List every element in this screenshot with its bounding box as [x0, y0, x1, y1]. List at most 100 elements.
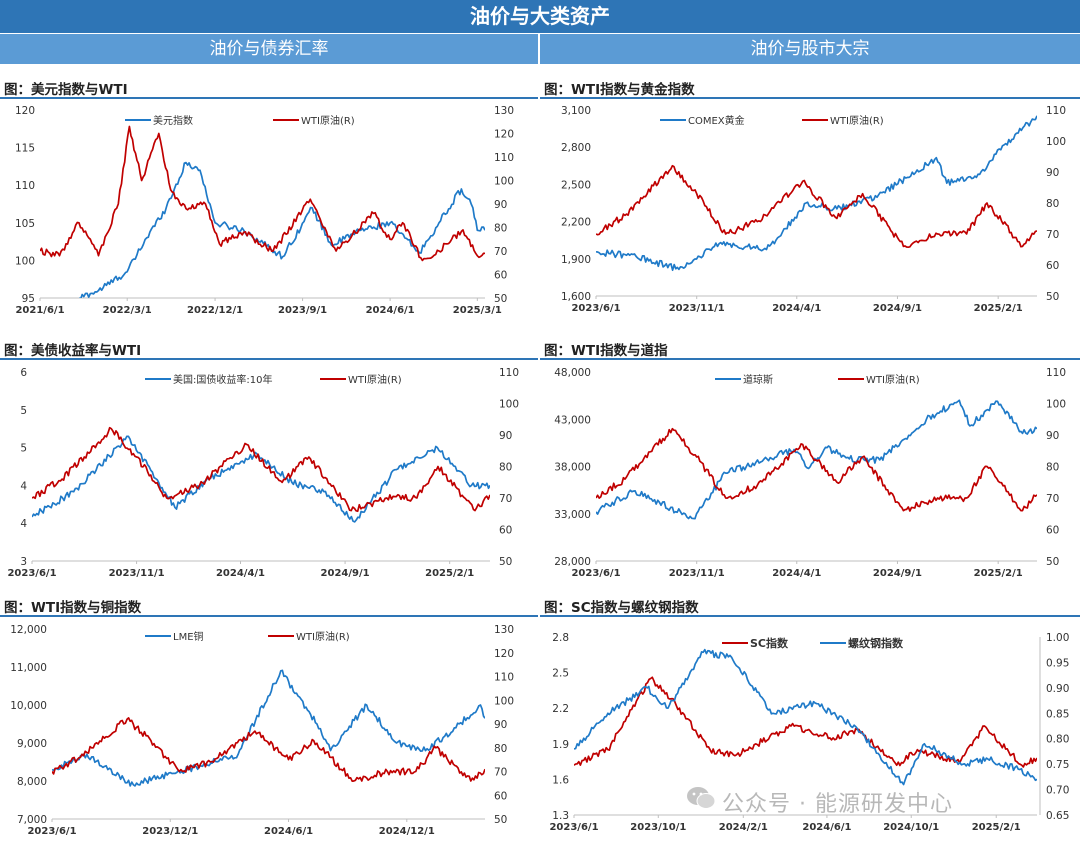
y-left-tick-label: 3,100 — [561, 105, 591, 117]
x-tick-label: 2025/2/1 — [972, 822, 1021, 833]
x-tick-label: 2022/12/1 — [187, 305, 243, 316]
chart-title: 图：SC指数与螺纹钢指数 — [544, 600, 699, 616]
y-left-tick-label: 28,000 — [554, 556, 591, 568]
x-tick-label: 2024/4/1 — [216, 568, 265, 579]
y-right-tick-label: 50 — [1046, 291, 1059, 303]
y-left-tick-label: 2,200 — [561, 217, 591, 229]
y-left-tick-label: 1,600 — [561, 291, 591, 303]
x-tick-label: 2023/10/1 — [630, 822, 686, 833]
chart-panel-ust-wti: 图：美债收益率与WTI 2023/6/1 2023/11/1 2024/4/1 202… — [0, 339, 538, 584]
x-tick-label: 2024/4/1 — [772, 568, 821, 579]
x-tick-label: 2023/6/1 — [549, 822, 598, 833]
y-right-tick-label: 80 — [1046, 462, 1059, 474]
y-left-tick-label: 2.5 — [552, 668, 569, 680]
legend-label: WTI原油(R) — [348, 373, 402, 386]
y-right-tick-label: 50 — [494, 814, 507, 826]
title-rule — [540, 97, 1080, 99]
y-right-tick-label: 0.95 — [1046, 657, 1069, 669]
title-rule — [0, 97, 538, 99]
y-right-tick-label: 100 — [1046, 136, 1066, 148]
x-tick-label: 2024/6/1 — [802, 822, 851, 833]
x-tick-label: 2023/9/1 — [278, 305, 327, 316]
wechat-icon — [687, 787, 716, 809]
y-left-tick-label: 1.6 — [552, 774, 569, 786]
y-right-tick-label: 60 — [1046, 260, 1059, 272]
y-right-tick-label: 80 — [494, 743, 507, 755]
legend-label: 美元指数 — [153, 114, 193, 127]
y-right-tick-label: 70 — [499, 493, 512, 505]
y-right-tick-label: 0.70 — [1046, 785, 1069, 797]
x-tick-label: 2021/6/1 — [15, 305, 64, 316]
x-tick-label: 2023/11/1 — [669, 568, 725, 579]
y-left-tick-label: 100 — [15, 255, 35, 267]
y-left-tick-label: 43,000 — [554, 414, 591, 426]
line-chart: 2023/6/1 2023/11/1 2024/4/1 2024/9/1 2025/2/… — [554, 367, 1066, 579]
x-tick-label: 2025/2/1 — [425, 568, 474, 579]
y-left-tick-label: 9,000 — [17, 738, 47, 750]
x-tick-label: 2024/9/1 — [873, 303, 922, 314]
x-tick-label: 2024/6/1 — [366, 305, 415, 316]
y-right-tick-label: 70 — [1046, 493, 1059, 505]
chart-panel-usd-wti: 图：美元指数与WTI 2021/6/1 2022/3/1 2022/12/1 2023… — [0, 78, 538, 328]
chart-title: 图：美债收益率与WTI — [4, 343, 142, 359]
y-left-tick-label: 5 — [20, 443, 27, 455]
x-tick-label: 2025/3/1 — [453, 305, 502, 316]
chart-panel-sc-rebar: 图：SC指数与螺纹钢指数 2023/6/1 2023/10/1 2024/2/1 20… — [540, 596, 1080, 845]
y-left-tick-label: 2.2 — [552, 703, 569, 715]
y-right-tick-label: 0.85 — [1046, 708, 1069, 720]
line-chart: 2023/6/1 2023/12/1 2024/6/1 2024/12/1 7,000 8… — [10, 624, 514, 837]
x-tick-label: 2023/6/1 — [7, 568, 56, 579]
y-right-tick-label: 1.00 — [1046, 632, 1069, 644]
y-left-tick-label: 115 — [15, 143, 35, 155]
y-right-tick-label: 60 — [494, 270, 507, 282]
chart-title: 图：WTI指数与铜指数 — [4, 600, 142, 616]
x-tick-label: 2023/6/1 — [571, 568, 620, 579]
y-right-tick-label: 130 — [494, 105, 514, 117]
y-right-tick-label: 70 — [1046, 229, 1059, 241]
x-tick-label: 2025/2/1 — [974, 303, 1023, 314]
legend-label: 道琼斯 — [743, 373, 773, 386]
y-left-tick-label: 2,500 — [561, 179, 591, 191]
series-line — [596, 115, 1037, 272]
y-right-tick-label: 110 — [1046, 367, 1066, 379]
title-rule — [540, 615, 1080, 617]
y-right-tick-label: 120 — [494, 648, 514, 660]
y-left-tick-label: 95 — [22, 293, 35, 305]
y-left-tick-label: 11,000 — [10, 662, 47, 674]
y-right-tick-label: 0.90 — [1046, 683, 1069, 695]
y-right-tick-label: 100 — [494, 176, 514, 188]
y-left-tick-label: 120 — [15, 105, 35, 117]
y-right-tick-label: 100 — [499, 399, 519, 411]
legend-label: WTI原油(R) — [830, 114, 884, 127]
x-tick-label: 2023/12/1 — [142, 826, 198, 837]
line-chart: 2023/6/1 2023/11/1 2024/4/1 2024/9/1 2025/2/… — [7, 367, 519, 579]
x-tick-label: 2024/10/1 — [883, 822, 939, 833]
series-line — [52, 717, 485, 783]
left-section-header: 油价与债券汇率 — [0, 34, 538, 64]
series-line — [79, 161, 485, 298]
y-left-tick-label: 8,000 — [17, 776, 47, 788]
x-tick-label: 2023/6/1 — [27, 826, 76, 837]
y-left-tick-label: 7,000 — [17, 814, 47, 826]
y-left-tick-label: 5 — [20, 405, 27, 417]
dashboard-title: 油价与大类资产 — [0, 0, 1080, 33]
right-section-header: 油价与股市大宗 — [540, 34, 1080, 64]
y-left-tick-label: 12,000 — [10, 624, 47, 636]
chart-panel-wti-copper: 图：WTI指数与铜指数 2023/6/1 2023/12/1 2024/6/1 202… — [0, 596, 538, 845]
title-rule — [0, 358, 538, 360]
x-tick-label: 2022/3/1 — [103, 305, 152, 316]
y-right-tick-label: 0.65 — [1046, 810, 1069, 822]
watermark: 公众号 · 能源研发中心 — [687, 786, 953, 818]
x-tick-label: 2024/6/1 — [264, 826, 313, 837]
y-left-tick-label: 4 — [20, 480, 27, 492]
y-left-tick-label: 6 — [20, 367, 27, 379]
y-right-tick-label: 60 — [1046, 525, 1059, 537]
y-right-tick-label: 80 — [494, 223, 507, 235]
y-left-tick-label: 48,000 — [554, 367, 591, 379]
y-right-tick-label: 100 — [494, 695, 514, 707]
y-left-tick-label: 110 — [15, 180, 35, 192]
y-right-tick-label: 50 — [494, 293, 507, 305]
chart-title: 图：WTI指数与黄金指数 — [544, 82, 695, 98]
series-line — [52, 669, 485, 787]
y-right-tick-label: 70 — [494, 246, 507, 258]
